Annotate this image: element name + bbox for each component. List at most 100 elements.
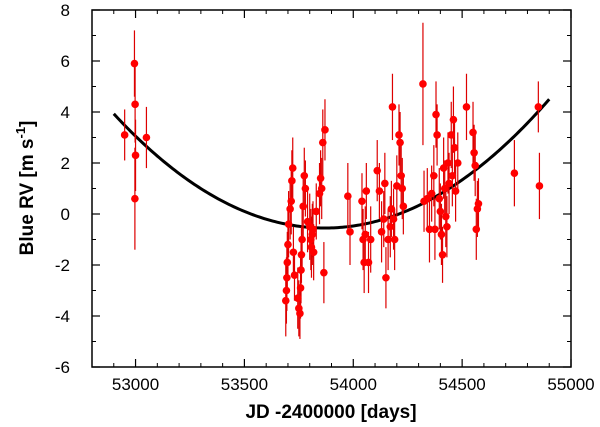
data-point: [450, 143, 459, 152]
data-point: [387, 205, 396, 213]
data-point: [398, 184, 407, 193]
data-point: [535, 182, 544, 190]
data-point: [317, 184, 326, 193]
data-point: [510, 169, 519, 177]
data-point: [453, 159, 462, 167]
data-point: [309, 248, 318, 257]
y-tick-label: 6: [61, 52, 70, 71]
data-point: [346, 228, 354, 236]
data-point: [131, 151, 140, 160]
data-point: [436, 207, 445, 216]
data-point: [469, 128, 477, 137]
data-point: [300, 171, 309, 180]
data-point: [298, 235, 306, 244]
data-point: [282, 286, 291, 295]
y-axis-title-main: Blue RV [m s: [17, 139, 38, 256]
data-point: [423, 194, 432, 203]
data-point: [386, 222, 395, 231]
y-axis-title-exponent: -1: [13, 127, 28, 139]
data-point: [288, 177, 296, 185]
y-tick-label: -4: [55, 307, 70, 326]
x-tick-label: 55000: [547, 375, 594, 394]
data-point: [425, 225, 434, 234]
data-point: [474, 200, 483, 208]
data-point: [388, 103, 397, 111]
data-point: [431, 225, 439, 234]
data-point: [297, 266, 305, 274]
y-tick-label: 8: [61, 1, 70, 20]
data-point: [309, 225, 317, 234]
data-point: [399, 202, 408, 211]
data-point: [384, 235, 392, 244]
data-point: [435, 194, 444, 203]
data-point: [375, 187, 384, 195]
data-point: [288, 164, 297, 172]
y-tick-label: -2: [55, 256, 70, 275]
data-point: [419, 80, 427, 88]
data-point: [120, 131, 129, 139]
data-point: [362, 187, 371, 195]
y-axis-title: Blue RV [m s-1]: [13, 121, 38, 256]
x-tick-label: 53000: [112, 375, 159, 394]
data-point: [472, 225, 481, 234]
data-point: [301, 184, 310, 193]
data-point: [451, 187, 460, 195]
data-point: [296, 309, 304, 318]
data-point: [377, 228, 386, 236]
data-point: [439, 164, 448, 172]
data-point: [437, 230, 446, 239]
data-point: [290, 271, 299, 280]
data-point: [444, 159, 452, 167]
data-point: [438, 251, 447, 259]
data-point: [284, 240, 292, 249]
data-point: [397, 171, 405, 180]
data-point: [364, 258, 373, 267]
data-point: [366, 235, 375, 244]
data-point: [287, 197, 296, 206]
data-point: [433, 131, 441, 139]
data-point: [312, 207, 321, 216]
y-tick-label: 0: [61, 205, 70, 224]
data-point: [289, 248, 298, 257]
data-point: [379, 215, 388, 223]
y-tick-label: -6: [55, 358, 70, 377]
data-point: [381, 179, 389, 188]
data-point: [286, 205, 294, 213]
data-point: [131, 194, 139, 203]
data-point: [142, 133, 151, 142]
data-point: [449, 115, 458, 124]
data-point: [281, 296, 290, 305]
data-point: [361, 230, 370, 239]
data-point: [448, 171, 457, 180]
y-tick-label: 4: [61, 103, 70, 122]
x-tick-label: 54000: [330, 375, 377, 394]
data-point: [395, 131, 403, 139]
data-point: [297, 251, 306, 259]
data-point: [442, 212, 450, 221]
data-point: [283, 273, 291, 282]
data-point: [344, 192, 352, 200]
data-point: [430, 171, 438, 180]
y-axis-title-close: ]: [17, 121, 38, 127]
data-point: [320, 268, 328, 277]
data-point: [396, 138, 404, 147]
plot-frame: [91, 9, 572, 368]
data-point: [390, 235, 399, 244]
data-point: [440, 184, 449, 193]
data-point: [534, 103, 543, 111]
data-point: [443, 222, 451, 231]
data-point: [373, 166, 382, 175]
tick-label-layer: 53000 53500 54000 54500 55000 -6 -4 -2 0 2 4 6 8: [55, 1, 595, 394]
data-point: [130, 59, 139, 68]
data-point: [296, 284, 305, 292]
data-point: [389, 215, 398, 223]
data-point: [283, 258, 292, 267]
data-point: [445, 179, 453, 188]
data-point: [427, 189, 436, 198]
data-point: [299, 202, 307, 211]
data-point: [321, 126, 329, 134]
tick-layer: [91, 9, 572, 368]
data-point: [284, 220, 293, 228]
data-point: [318, 138, 327, 147]
